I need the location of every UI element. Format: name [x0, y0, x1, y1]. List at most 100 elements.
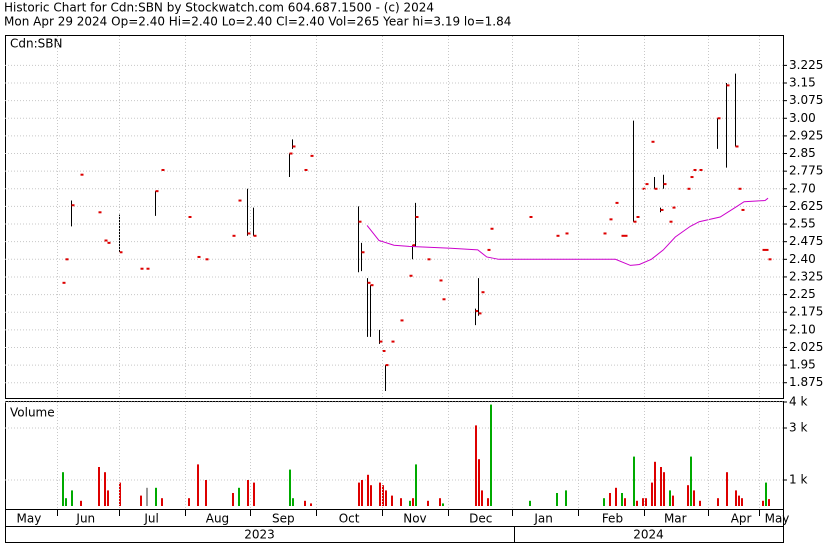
- volume-bar: [232, 493, 234, 506]
- close-tick: [197, 255, 201, 258]
- volume-bar: [669, 490, 671, 506]
- x-tick-label: Sep: [272, 512, 295, 526]
- volume-bar: [663, 472, 665, 506]
- volume-bar: [71, 490, 73, 506]
- close-tick: [104, 239, 108, 242]
- volume-bar: [478, 459, 480, 506]
- x-tick-label: Mar: [664, 512, 687, 526]
- close-tick: [481, 291, 485, 294]
- close-tick: [693, 168, 697, 171]
- volume-bar: [690, 456, 692, 506]
- y-tick-label: 2.475: [789, 234, 823, 248]
- volume-bar: [247, 480, 249, 506]
- close-tick: [624, 234, 628, 237]
- close-tick: [358, 220, 362, 223]
- close-tick: [119, 251, 123, 254]
- close-tick: [768, 258, 772, 261]
- close-tick: [556, 234, 560, 237]
- close-tick: [409, 274, 413, 277]
- volume-bar: [98, 467, 100, 506]
- close-tick: [247, 232, 251, 235]
- volume-bar: [205, 480, 207, 506]
- volume-bar: [370, 485, 372, 506]
- volume-bar: [80, 500, 82, 506]
- volume-bar: [768, 499, 770, 506]
- close-tick: [304, 168, 308, 171]
- x-tick-label: Jul: [143, 512, 158, 526]
- y-tick-label: 2.10: [789, 322, 816, 336]
- close-tick: [238, 199, 242, 202]
- volume-bar: [556, 493, 558, 506]
- volume-bar: [687, 485, 689, 506]
- close-tick: [615, 201, 619, 204]
- volume-bar: [385, 490, 387, 506]
- y-tick-label: 1.95: [789, 358, 816, 372]
- volume-bar: [310, 503, 312, 506]
- close-tick: [738, 187, 742, 190]
- volume-bar: [104, 472, 106, 506]
- volume-bar: [654, 461, 656, 506]
- volume-bar: [292, 498, 294, 506]
- close-tick: [490, 227, 494, 230]
- y-tick-label: 2.775: [789, 164, 823, 178]
- x-tick-label: Oct: [339, 512, 360, 526]
- x-tick-label: Nov: [403, 512, 426, 526]
- close-tick: [155, 190, 159, 193]
- volume-bar: [400, 498, 402, 506]
- volume-bar: [636, 500, 638, 506]
- volume-bar: [391, 495, 393, 506]
- volume-bar: [645, 498, 647, 506]
- volume-bar: [609, 493, 611, 506]
- close-tick: [621, 234, 625, 237]
- close-tick: [367, 281, 371, 284]
- close-tick: [253, 234, 257, 237]
- close-tick: [717, 117, 721, 120]
- close-tick: [188, 216, 192, 218]
- close-tick: [478, 312, 482, 315]
- close-tick: [609, 218, 613, 221]
- volume-bar: [475, 425, 477, 506]
- volume-bar: [140, 495, 142, 506]
- close-tick: [400, 319, 404, 322]
- close-tick: [289, 152, 293, 155]
- volume-bar: [161, 498, 163, 506]
- chart-subtitle: Mon Apr 29 2024 Op=2.40 Hi=2.40 Lo=2.40 …: [4, 15, 511, 29]
- close-tick: [765, 248, 769, 251]
- close-tick: [205, 258, 209, 261]
- y-tick-label: 1.875: [789, 375, 823, 389]
- price-label: Cdn:SBN: [10, 37, 62, 51]
- volume-bar: [358, 482, 360, 506]
- close-tick: [654, 187, 658, 190]
- close-tick: [663, 183, 667, 186]
- volume-bar: [633, 456, 635, 506]
- volume-bar: [415, 464, 417, 506]
- volume-bar: [660, 467, 662, 506]
- volume-bar: [62, 472, 64, 506]
- close-tick: [672, 206, 676, 209]
- close-tick: [699, 168, 703, 171]
- volume-bar: [565, 490, 567, 506]
- close-tick: [370, 284, 374, 287]
- x-tick-label: Apr: [731, 512, 752, 526]
- y-tick-label: 2.55: [789, 217, 816, 231]
- volume-bar: [412, 498, 414, 506]
- x-tick-label: Jan: [533, 512, 553, 526]
- y-tick-label: 2.70: [789, 181, 816, 195]
- y-tick-label: 2.025: [789, 340, 823, 354]
- x-tick-label: May: [765, 512, 790, 526]
- volume-bar: [481, 490, 483, 506]
- close-tick: [427, 258, 431, 261]
- close-tick: [762, 248, 766, 251]
- close-tick: [98, 211, 102, 214]
- volume-bar: [107, 490, 109, 506]
- close-tick: [741, 208, 745, 211]
- close-tick: [412, 244, 416, 247]
- close-tick: [726, 84, 730, 87]
- close-tick: [62, 281, 66, 284]
- close-tick: [529, 216, 533, 218]
- volume-bar: [651, 482, 653, 506]
- y-tick-label: 2.325: [789, 269, 823, 283]
- volume-bar: [765, 482, 767, 506]
- volume-bar: [146, 487, 148, 506]
